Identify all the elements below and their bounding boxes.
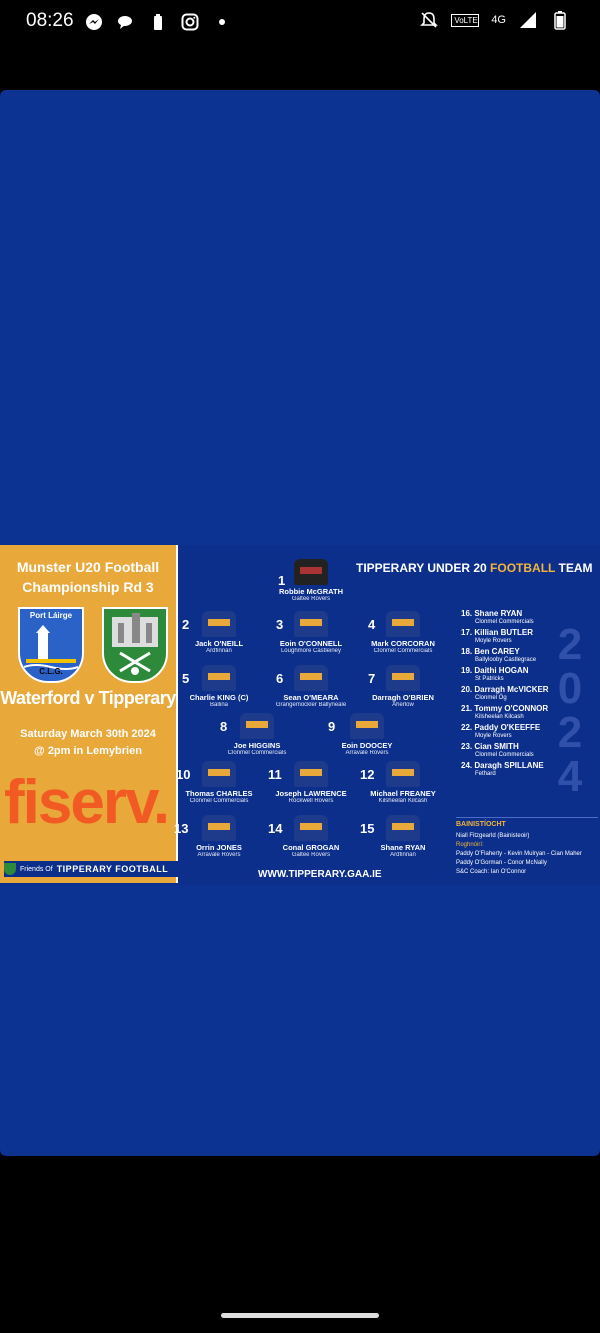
jersey-icon xyxy=(202,815,236,841)
battery-icon xyxy=(550,10,570,30)
list-item: 17. Killian BUTLER Moyle Rovers xyxy=(461,628,534,644)
status-bar: 08:26 VoLTE 4G xyxy=(0,0,600,44)
player-8: 8 Joe HIGGINS Clonmel Commercials xyxy=(202,713,312,756)
fixture-date: Saturday March 30th 2024 @ 2pm in Lemybr… xyxy=(20,728,156,757)
chat-icon xyxy=(116,12,136,32)
mute-icon xyxy=(419,10,439,30)
player-15: 15 Shane RYAN Ardfinnan xyxy=(348,815,458,858)
fixture-title: Waterford v Tipperary xyxy=(0,688,176,708)
jersey-icon xyxy=(386,815,420,841)
management-block: BAINISTÍOCHT Niall Fitzgearld (Bainisteo… xyxy=(456,817,598,877)
signal-icon xyxy=(518,10,538,30)
player-9: 9 Eoin DOOCEY Arravale Rovers xyxy=(312,713,422,756)
list-item: 21. Tommy O'CONNOR Kilsheelan Kilcash xyxy=(461,704,549,720)
tipperary-crest xyxy=(102,607,168,683)
story-viewer[interactable]: Munster U20 Football Championship Rd 3 P… xyxy=(0,90,600,1156)
jersey-icon xyxy=(386,761,420,787)
player-11: 11 Joseph LAWRENCE Rockwell Rovers xyxy=(256,761,366,804)
friends-banner: Friends Of TIPPERARY FOOTBALL xyxy=(4,861,180,877)
player-10: 10 Thomas CHARLES Clonmel Commercials xyxy=(164,761,274,804)
volte-icon: VoLTE xyxy=(451,13,480,27)
list-item: 16. Shane RYAN Clonmel Commercials xyxy=(461,609,534,625)
clock: 08:26 xyxy=(26,10,74,31)
notification-dot-icon xyxy=(212,12,232,32)
network-type: 4G xyxy=(491,14,506,26)
jersey-icon xyxy=(294,611,328,637)
battery-saver-icon xyxy=(148,12,168,32)
jersey-icon xyxy=(202,761,236,787)
instagram-icon xyxy=(180,12,200,32)
jersey-icon xyxy=(294,665,328,691)
player-6: 6 Sean O'MEARA Grangemockler Ballyneale xyxy=(256,665,366,708)
list-item: 24. Daragh SPILLANE Fethard xyxy=(461,761,544,777)
year-watermark: 2024 xyxy=(557,620,583,801)
waterford-crest: Port Láirge C.L.G. xyxy=(18,607,84,683)
list-item: 20. Darragh McVICKER Clonmel Óg xyxy=(461,685,549,701)
jersey-icon xyxy=(202,611,236,637)
team-poster-image[interactable]: Munster U20 Football Championship Rd 3 P… xyxy=(0,545,600,885)
player-1: 1 Robbie McGRATH Galtee Rovers xyxy=(256,559,366,602)
team-title: TIPPERARY UNDER 20 FOOTBALL TEAM xyxy=(356,561,593,575)
list-item: 23. Cian SMITH Clonmel Commercials xyxy=(461,742,534,758)
sponsor-logo: fiserv. xyxy=(4,768,170,837)
jersey-icon xyxy=(386,665,420,691)
substitutes-list: 16. Shane RYAN Clonmel Commercials 17. Ki… xyxy=(461,609,581,780)
player-2: 2 Jack O'NEILL Ardfinnan xyxy=(164,611,274,654)
jersey-icon xyxy=(294,761,328,787)
jersey-icon xyxy=(386,611,420,637)
player-7: 7 Darragh O'BRIEN Aherlow xyxy=(348,665,458,708)
match-info-panel: Munster U20 Football Championship Rd 3 P… xyxy=(0,545,180,883)
jersey-icon xyxy=(294,559,328,585)
player-14: 14 Conal GROGAN Galtee Rovers xyxy=(256,815,366,858)
player-4: 4 Mark CORCORAN Clonmel Commercials xyxy=(348,611,458,654)
messenger-icon xyxy=(84,12,104,32)
list-item: 22. Paddy O'KEEFFE Moyle Rovers xyxy=(461,723,541,739)
list-item: 18. Ben CAREY Ballylooby Castlegrace xyxy=(461,647,537,663)
jersey-icon xyxy=(240,713,274,739)
home-indicator[interactable] xyxy=(221,1313,379,1318)
player-13: 13 Orrin JONES Arravale Rovers xyxy=(164,815,274,858)
website-url: WWW.TIPPERARY.GAA.IE xyxy=(258,869,382,880)
player-5: 5 Charlie KING (C) Ballina xyxy=(164,665,274,708)
jersey-icon xyxy=(202,665,236,691)
jersey-icon xyxy=(294,815,328,841)
competition-title: Munster U20 Football Championship Rd 3 xyxy=(16,559,160,595)
player-12: 12 Michael FREANEY Kilsheelan Kilcash xyxy=(348,761,458,804)
list-item: 19. Daithi HOGAN St Patricks xyxy=(461,666,529,682)
jersey-icon xyxy=(350,713,384,739)
player-3: 3 Eoin O'CONNELL Loughmore Castleiney xyxy=(256,611,366,654)
shield-icon xyxy=(4,863,16,875)
